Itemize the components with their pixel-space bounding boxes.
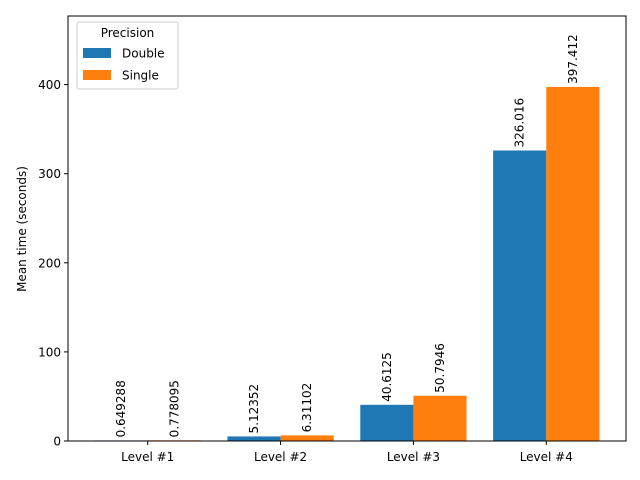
bar-value-label-single-2: 6.31102 [300,383,314,433]
bar-value-label-double-3: 40.6125 [380,352,394,402]
bar-value-label-double-1: 0.649288 [114,380,128,437]
y-tick-label: 0 [53,435,61,449]
x-tick-label: Level #2 [254,450,307,464]
x-tick-label: Level #1 [121,450,174,464]
bar-double-3 [360,404,414,441]
bar-single-2 [280,435,334,441]
x-tick-label: Level #3 [387,450,440,464]
bar-value-label-single-3: 50.7946 [433,343,447,393]
legend-label-double: Double [122,47,165,61]
bar-labels-layer: 0.649288 5.12352 40.6125 326.016 0.778095 6.3… [114,34,580,437]
axes-layer: 0 100 200 300 400 Level #1 Level #2 Level #3 Lev… [38,15,627,464]
legend-title: Precision [101,26,155,40]
y-tick-label: 400 [38,78,61,92]
y-tick-label: 300 [38,167,61,181]
y-axis-label: Mean time (seconds) [15,166,29,292]
bar-double-2 [227,436,281,441]
legend: Precision Double Single [76,21,179,90]
bar-value-label-single-4: 397.412 [566,34,580,84]
bar-value-label-double-2: 5.12352 [247,384,261,434]
y-tick-label: 200 [38,256,61,270]
bars-layer [94,86,600,441]
legend-label-single: Single [122,69,159,83]
legend-swatch-double [83,48,111,58]
y-tick-label: 100 [38,345,61,359]
bar-double-4 [493,150,547,441]
x-tick-label: Level #4 [520,450,573,464]
legend-swatch-single [83,70,111,80]
bar-value-label-double-4: 326.016 [513,98,527,148]
bar-value-label-single-1: 0.778095 [167,380,181,437]
bar-single-4 [546,86,600,441]
plot-frame [67,15,627,442]
bar-single-3 [413,395,467,441]
